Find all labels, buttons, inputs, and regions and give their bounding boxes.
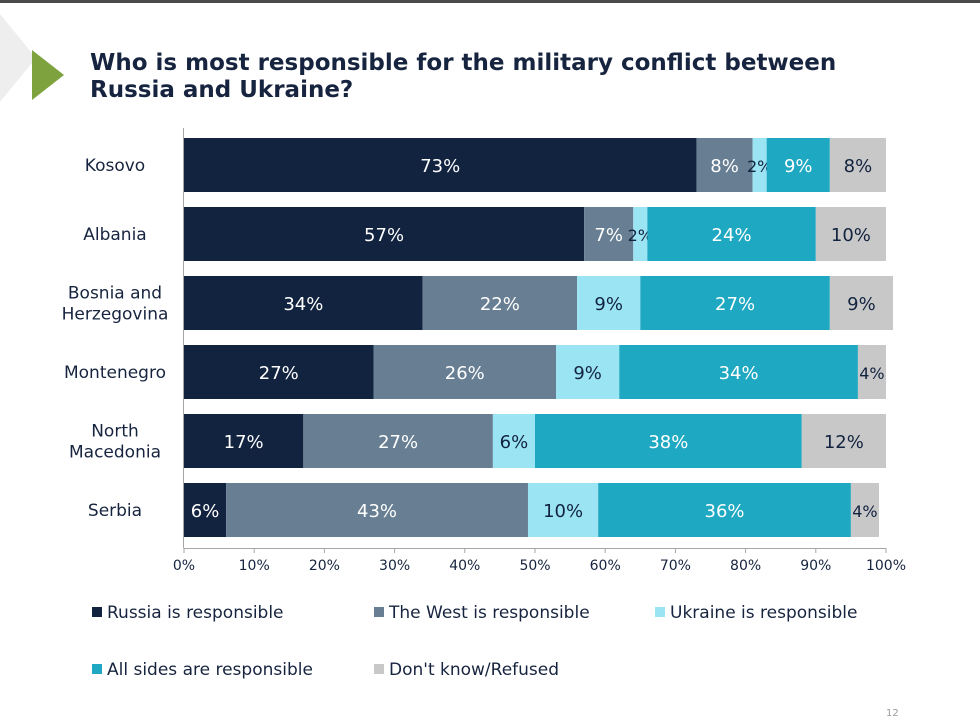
bar-bosnia-and-herzegovina-west xyxy=(422,276,578,330)
data-label-albania-all: 24% xyxy=(712,225,752,246)
bar-serbia-west xyxy=(226,483,528,537)
bar-bosnia-and-herzegovina-russia xyxy=(184,276,423,330)
data-label-serbia-west: 43% xyxy=(357,501,397,522)
data-label-albania-dk: 10% xyxy=(831,225,871,246)
bar-bosnia-and-herzegovina-ukraine xyxy=(577,276,641,330)
bar-albania-russia xyxy=(184,207,585,261)
data-label-montenegro-russia: 27% xyxy=(259,363,299,384)
x-tick-label-80: 80% xyxy=(730,558,761,574)
x-tick-label-20: 20% xyxy=(309,558,340,574)
top-rule xyxy=(0,0,980,3)
data-label-montenegro-west: 26% xyxy=(445,363,485,384)
corner-decoration xyxy=(0,14,36,102)
legend-swatch-west xyxy=(374,607,384,617)
legend-label-russia: Russia is responsible xyxy=(107,603,284,623)
legend-label-ukraine: Ukraine is responsible xyxy=(670,603,858,623)
bar-albania-west xyxy=(584,207,634,261)
bar-north-macedonia-ukraine xyxy=(492,414,535,468)
data-label-albania-ukraine: 2% xyxy=(628,226,653,245)
x-tick-label-50: 50% xyxy=(519,558,550,574)
bar-kosovo-all xyxy=(766,138,830,192)
data-label-bosnia-and-herzegovina-dk: 9% xyxy=(847,294,876,315)
arrow-icon xyxy=(32,50,64,100)
data-label-albania-west: 7% xyxy=(594,225,623,246)
data-label-north-macedonia-dk: 12% xyxy=(824,432,864,453)
data-label-bosnia-and-herzegovina-all: 27% xyxy=(715,294,755,315)
bar-serbia-ukraine xyxy=(527,483,599,537)
category-label-north-macedonia: North Macedonia xyxy=(69,422,161,463)
data-label-north-macedonia-russia: 17% xyxy=(224,432,264,453)
data-label-bosnia-and-herzegovina-russia: 34% xyxy=(283,294,323,315)
data-label-montenegro-all: 34% xyxy=(719,363,759,384)
legend-label-west: The West is responsible xyxy=(388,603,590,623)
legend-swatch-russia xyxy=(92,607,102,617)
bar-north-macedonia-russia xyxy=(184,414,304,468)
data-label-serbia-all: 36% xyxy=(705,501,745,522)
bar-albania-all xyxy=(647,207,816,261)
category-label-albania: Albania xyxy=(83,225,146,245)
data-label-serbia-dk: 4% xyxy=(852,502,877,521)
x-tick-label-100: 100% xyxy=(866,558,906,574)
bar-serbia-dk xyxy=(850,483,879,537)
data-label-albania-russia: 57% xyxy=(364,225,404,246)
bar-albania-ukraine xyxy=(633,207,648,261)
x-tick-label-60: 60% xyxy=(590,558,621,574)
data-label-kosovo-dk: 8% xyxy=(844,156,873,177)
bar-bosnia-and-herzegovina-dk xyxy=(829,276,894,330)
legend-label-dk: Don't know/Refused xyxy=(389,660,559,680)
bar-kosovo-west xyxy=(696,138,753,192)
category-label-bosnia-and-herzegovina: Bosnia and Herzegovina xyxy=(62,284,169,325)
bar-north-macedonia-west xyxy=(303,414,493,468)
bar-montenegro-dk xyxy=(857,345,886,399)
data-label-serbia-ukraine: 10% xyxy=(543,501,583,522)
chart-title: Who is most responsible for the military… xyxy=(90,50,837,103)
bar-montenegro-all xyxy=(619,345,858,399)
data-label-north-macedonia-all: 38% xyxy=(648,432,688,453)
legend-label-all: All sides are responsible xyxy=(107,660,313,680)
bar-montenegro-russia xyxy=(184,345,374,399)
bar-north-macedonia-all xyxy=(535,414,802,468)
x-tick-label-70: 70% xyxy=(660,558,691,574)
data-label-kosovo-ukraine: 2% xyxy=(747,157,772,176)
data-label-kosovo-all: 9% xyxy=(784,156,813,177)
legend-swatch-ukraine xyxy=(655,607,665,617)
category-label-montenegro: Montenegro xyxy=(64,363,166,383)
legend-swatch-all xyxy=(92,664,102,674)
bar-montenegro-west xyxy=(373,345,557,399)
data-label-montenegro-ukraine: 9% xyxy=(573,363,602,384)
x-tick-label-40: 40% xyxy=(449,558,480,574)
data-label-serbia-russia: 6% xyxy=(191,501,220,522)
bar-north-macedonia-dk xyxy=(801,414,886,468)
category-label-kosovo: Kosovo xyxy=(85,156,145,176)
x-tick-label-0: 0% xyxy=(173,558,195,574)
bar-montenegro-ukraine xyxy=(556,345,620,399)
data-label-montenegro-dk: 4% xyxy=(859,364,884,383)
data-label-north-macedonia-west: 27% xyxy=(378,432,418,453)
bar-serbia-all xyxy=(598,483,851,537)
legend-swatch-dk xyxy=(374,664,384,674)
data-label-kosovo-russia: 73% xyxy=(420,156,460,177)
x-tick-label-90: 90% xyxy=(800,558,831,574)
data-label-bosnia-and-herzegovina-west: 22% xyxy=(480,294,520,315)
x-tick-label-30: 30% xyxy=(379,558,410,574)
bar-bosnia-and-herzegovina-all xyxy=(640,276,830,330)
bar-kosovo-dk xyxy=(829,138,886,192)
bar-kosovo-russia xyxy=(184,138,697,192)
data-label-bosnia-and-herzegovina-ukraine: 9% xyxy=(594,294,623,315)
bar-serbia-russia xyxy=(184,483,227,537)
x-tick-label-10: 10% xyxy=(239,558,270,574)
data-label-north-macedonia-ukraine: 6% xyxy=(500,432,529,453)
category-label-serbia: Serbia xyxy=(88,501,142,521)
bar-albania-dk xyxy=(815,207,886,261)
bar-kosovo-ukraine xyxy=(752,138,767,192)
page-number: 12 xyxy=(886,708,899,719)
data-label-kosovo-west: 8% xyxy=(710,156,739,177)
